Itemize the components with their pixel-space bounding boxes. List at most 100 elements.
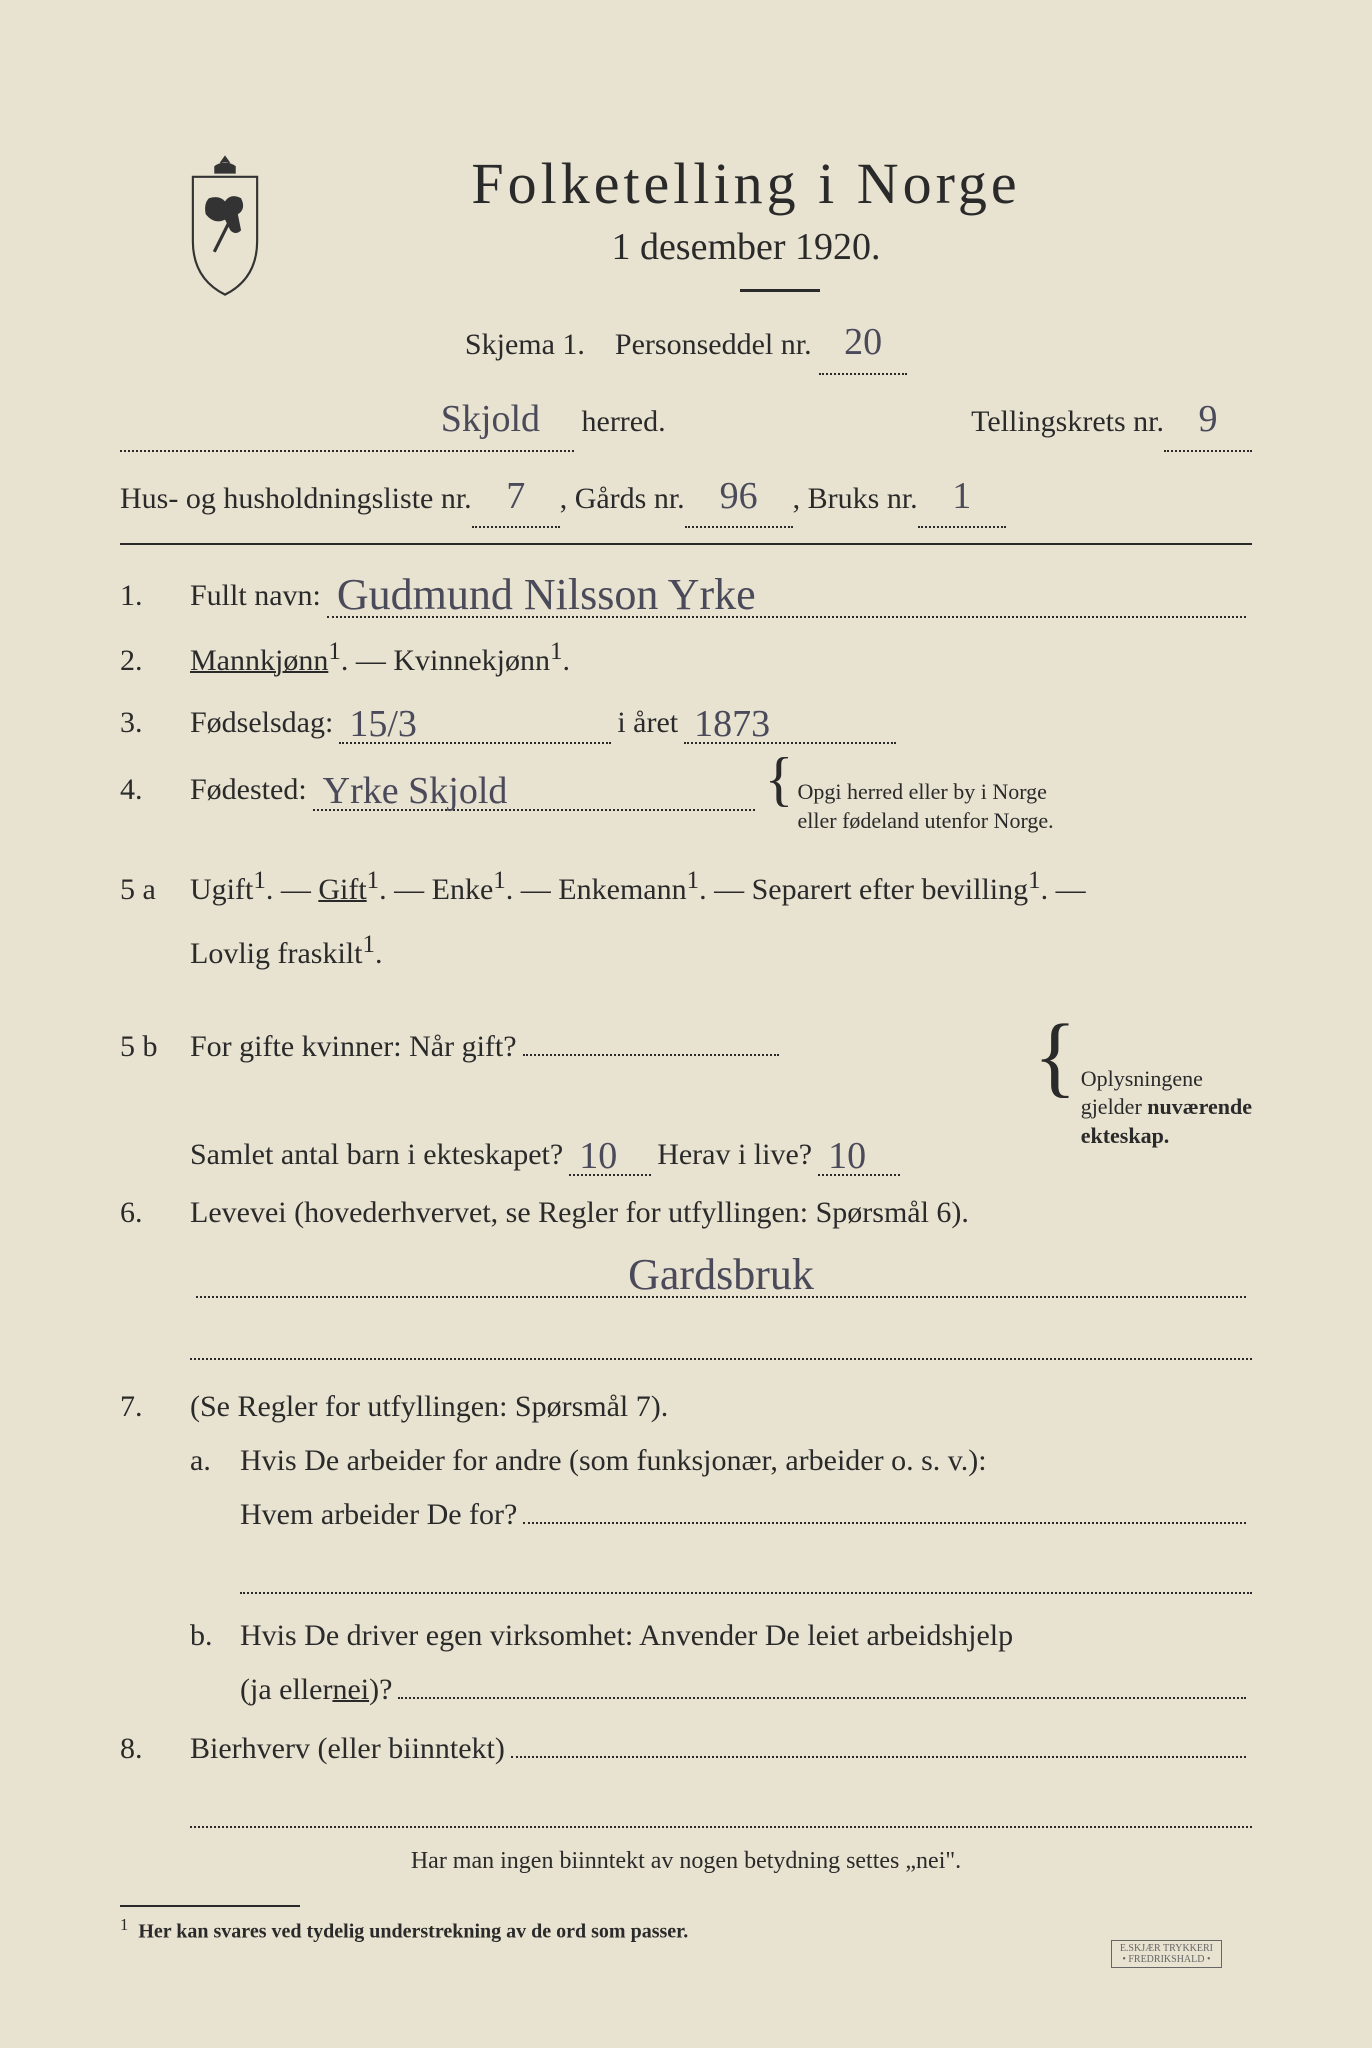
- q3-num: 3.: [120, 706, 190, 740]
- q5a-separert: Separert efter bevilling: [752, 873, 1029, 906]
- q4-label: Fødested:: [190, 773, 307, 807]
- herred-value: Skjold: [437, 389, 544, 450]
- q4-note2: eller fødeland utenfor Norge.: [797, 808, 1053, 833]
- q5b-label2: Samlet antal barn i ekteskapet?: [190, 1138, 563, 1172]
- q6-value: Gardsbruk: [624, 1249, 818, 1300]
- skjema-line: Skjema 1. Personseddel nr. 20: [120, 312, 1252, 375]
- q2-kvinne: Kvinnekjønn: [393, 644, 550, 677]
- q5a-enke: Enke: [432, 873, 494, 906]
- q5b-note3: ekteskap.: [1081, 1123, 1170, 1148]
- q2-num: 2.: [120, 644, 190, 678]
- q2-sep1: . —: [341, 644, 394, 677]
- q3-year-label: i året: [617, 706, 678, 740]
- q5b-live: 10: [824, 1134, 870, 1178]
- brace-icon: {: [1033, 1034, 1076, 1079]
- q4-note: Opgi herred eller by i Norge eller fødel…: [797, 778, 1053, 835]
- herred-label: herred.: [582, 398, 666, 446]
- q7a-row2: Hvem arbeider De for?: [240, 1498, 1252, 1532]
- personseddel-value: 20: [840, 312, 886, 373]
- q7a-blank-line: [240, 1562, 1252, 1594]
- printer-stamp: E.SKJÆR TRYKKERI • FREDRIKSHALD •: [1111, 1940, 1222, 1968]
- q7b-row1: b. Hvis De driver egen virksomhet: Anven…: [190, 1619, 1252, 1653]
- q5b-num: 5 b: [120, 1030, 190, 1064]
- q7-row: 7. (Se Regler for utfyllingen: Spørsmål …: [120, 1390, 1252, 1424]
- q7-num: 7.: [120, 1390, 190, 1424]
- q7a-row1: a. Hvis De arbeider for andre (som funks…: [190, 1444, 1252, 1478]
- q7-label: (Se Regler for utfyllingen: Spørsmål 7).: [190, 1390, 668, 1424]
- q7b-nei: nei: [332, 1673, 369, 1707]
- q3-label: Fødselsdag:: [190, 706, 333, 740]
- q7a-num: a.: [190, 1444, 240, 1478]
- hushold-value: 7: [502, 466, 529, 527]
- q6-row: 6. Levevei (hovederhvervet, se Regler fo…: [120, 1196, 1252, 1230]
- q5b-note: Oplysningene gjelder nuværende ekteskap.: [1081, 1065, 1252, 1151]
- q7b-text1: Hvis De driver egen virksomhet: Anvender…: [240, 1619, 1013, 1653]
- q8-row: 8. Bierhverv (eller biinntekt): [120, 1732, 1252, 1766]
- q5b-label1: For gifte kvinner: Når gift?: [190, 1030, 517, 1064]
- section-divider: [120, 543, 1252, 545]
- form-subtitle: 1 desember 1920.: [240, 225, 1252, 269]
- footnote-rule: [120, 1905, 300, 1907]
- q5a-gift: Gift: [318, 873, 366, 906]
- q2-sup1: 1: [328, 638, 341, 665]
- q7a-text1: Hvis De arbeider for andre (som funksjon…: [240, 1444, 987, 1478]
- hushold-label: Hus- og husholdningsliste nr.: [120, 475, 472, 523]
- q3-row: 3. Fødselsdag: 15/3 i året 1873: [120, 698, 1252, 744]
- q1-value: Gudmund Nilsson Yrke: [333, 569, 760, 620]
- q8-label: Bierhverv (eller biinntekt): [190, 1732, 505, 1766]
- stamp-line2: • FREDRIKSHALD •: [1122, 1954, 1210, 1965]
- q7a-text2: Hvem arbeider De for?: [240, 1498, 517, 1532]
- q5b-row1: 5 b For gifte kvinner: Når gift? { Oplys…: [120, 1004, 1252, 1121]
- stamp-line1: E.SKJÆR TRYKKERI: [1120, 1943, 1213, 1954]
- q7b-num: b.: [190, 1619, 240, 1653]
- q1-label: Fullt navn:: [190, 579, 321, 613]
- q8-blank-line: [190, 1796, 1252, 1828]
- q3-year: 1873: [690, 702, 774, 746]
- footnote-text: Her kan svares ved tydelig understreknin…: [138, 1921, 688, 1943]
- q4-num: 4.: [120, 773, 190, 807]
- title-divider: [740, 289, 820, 292]
- q6-label: Levevei (hovederhvervet, se Regler for u…: [190, 1196, 969, 1230]
- q2-sup2: 1: [550, 638, 563, 665]
- brace-icon: {: [765, 764, 794, 794]
- footnote-sup: 1: [120, 1915, 128, 1934]
- q3-day: 15/3: [345, 702, 421, 746]
- q4-row: 4. Fødested: Yrke Skjold { Opgi herred e…: [120, 764, 1252, 835]
- note8: Har man ingen biinntekt av nogen betydni…: [120, 1848, 1252, 1875]
- hushold-line: Hus- og husholdningsliste nr. 7 , Gårds …: [120, 466, 1252, 529]
- q1-row: 1. Fullt navn: Gudmund Nilsson Yrke: [120, 565, 1252, 618]
- q1-num: 1.: [120, 579, 190, 613]
- q4-note1: Opgi herred eller by i Norge: [797, 779, 1046, 804]
- q5a-num: 5 a: [120, 873, 190, 907]
- q7b-text2: (ja eller: [240, 1673, 332, 1707]
- q2-row: 2. Mannkjønn1. — Kvinnekjønn1.: [120, 638, 1252, 678]
- census-form-page: Folketelling i Norge 1 desember 1920. Sk…: [30, 30, 1342, 2018]
- q5b-barn: 10: [575, 1134, 621, 1178]
- q7b-text3: )?: [369, 1673, 392, 1707]
- q5a-row: 5 a Ugift1. — Gift1. — Enke1. — Enkemann…: [120, 856, 1252, 984]
- q5a-fraskilt: Lovlig fraskilt: [190, 937, 362, 970]
- q5b-note2: gjelder nuværende: [1081, 1094, 1252, 1119]
- form-title: Folketelling i Norge: [240, 150, 1252, 217]
- q5b-note1: Oplysningene: [1081, 1066, 1203, 1091]
- q5b-label3: Herav i live?: [657, 1138, 812, 1172]
- q6-value-row: Gardsbruk: [120, 1245, 1252, 1298]
- q5a-enkemann: Enkemann: [558, 873, 686, 906]
- q4-value: Yrke Skjold: [319, 769, 512, 813]
- norway-crest-icon: [170, 150, 280, 300]
- q2-mann: Mannkjønn: [190, 644, 328, 677]
- gards-label: , Gårds nr.: [560, 475, 685, 523]
- q6-blank-line: [190, 1328, 1252, 1360]
- footnote: 1 Her kan svares ved tydelig understrekn…: [120, 1915, 1252, 1944]
- bruks-value: 1: [948, 466, 975, 527]
- tellingskrets-value: 9: [1195, 389, 1222, 450]
- skjema-label: Skjema 1.: [465, 328, 585, 361]
- q6-num: 6.: [120, 1196, 190, 1230]
- herred-line: Skjold herred. Tellingskrets nr. 9: [120, 389, 1252, 452]
- q8-num: 8.: [120, 1732, 190, 1766]
- gards-value: 96: [716, 466, 762, 527]
- q5a-ugift: Ugift: [190, 873, 253, 906]
- bruks-label: , Bruks nr.: [793, 475, 918, 523]
- tellingskrets-label: Tellingskrets nr.: [971, 398, 1164, 446]
- personseddel-label: Personseddel nr.: [615, 328, 812, 361]
